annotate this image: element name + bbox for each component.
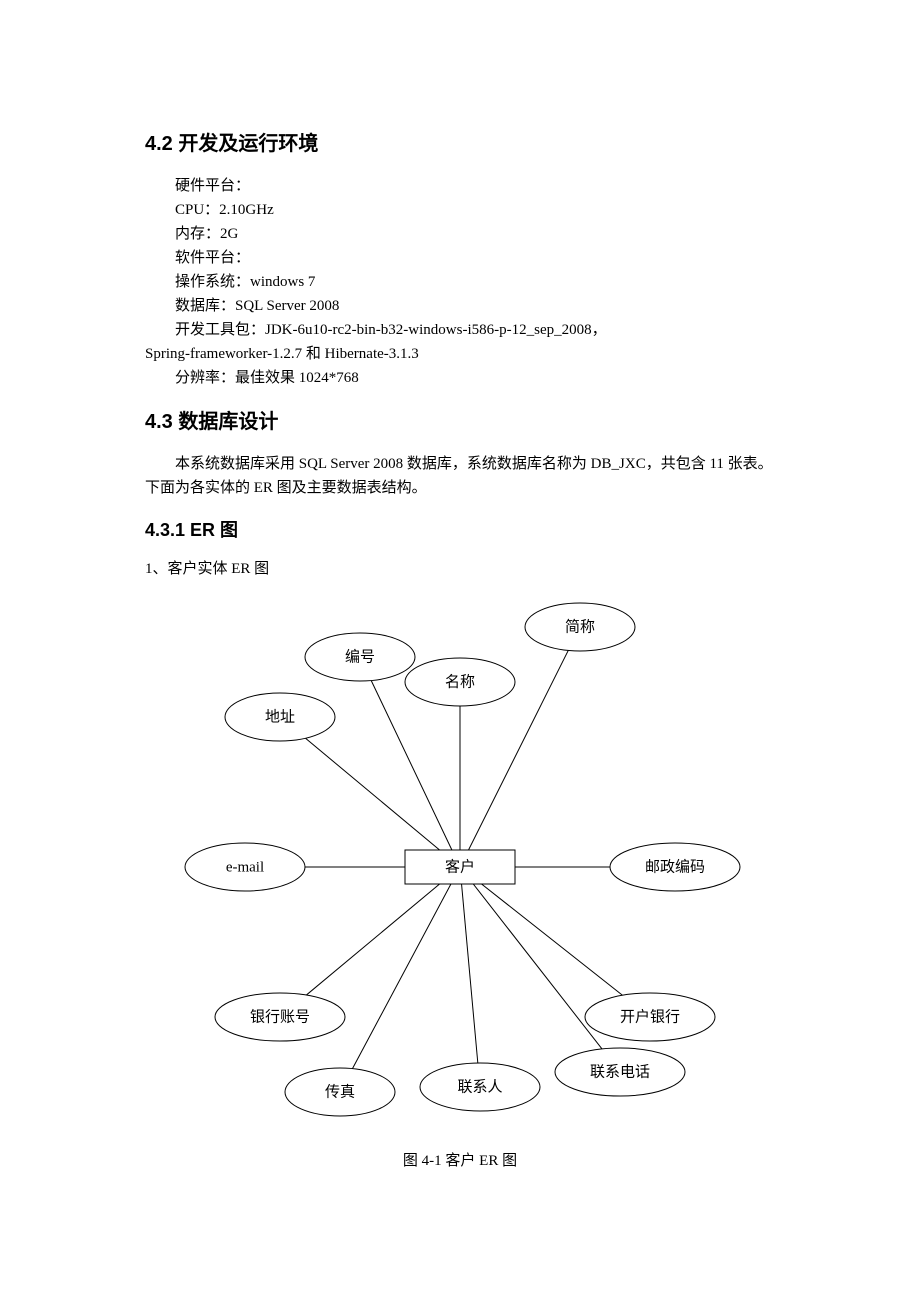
svg-text:联系人: 联系人 [457,1078,502,1095]
svg-text:名称: 名称 [445,673,475,690]
customer-er-diagram: 客户 简称编号名称地址 e-mail 邮政编码银行账号 开户银行传真 联系人 联系电话 [150,587,770,1147]
env-line-5: 数据库：SQL Server 2008 [145,294,775,318]
svg-text:开户银行: 开户银行 [620,1008,680,1025]
er-list-item-1: 1、客户实体 ER 图 [145,557,775,581]
env-line-last: 分辨率：最佳效果 1024*768 [145,366,775,390]
env-line-2: 内存：2G [145,222,775,246]
svg-text:客户: 客户 [445,858,475,875]
svg-text:邮政编码: 邮政编码 [645,858,705,875]
svg-text:联系电话: 联系电话 [590,1063,650,1080]
heading-4-3-1: 4.3.1 ER 图 [145,516,775,545]
env-line-3: 软件平台： [145,246,775,270]
svg-text:编号: 编号 [345,648,375,665]
er-diagram-caption: 图 4-1 客户 ER 图 [145,1149,775,1173]
env-line-wrap: Spring-frameworker-1.2.7 和 Hibernate-3.1… [145,342,775,366]
env-line-0: 硬件平台： [145,174,775,198]
er-diagram-container: 客户 简称编号名称地址 e-mail 邮政编码银行账号 开户银行传真 联系人 联系电话 图 … [145,587,775,1173]
heading-4-3: 4.3 数据库设计 [145,406,775,438]
env-line-4: 操作系统：windows 7 [145,270,775,294]
svg-text:简称: 简称 [565,618,595,635]
env-line-6: 开发工具包：JDK-6u10-rc2-bin-b32-windows-i586-… [145,318,775,342]
env-line-1: CPU：2.10GHz [145,198,775,222]
svg-text:银行账号: 银行账号 [250,1008,310,1025]
db-design-para: 本系统数据库采用 SQL Server 2008 数据库，系统数据库名称为 DB… [145,452,775,500]
svg-text:传真: 传真 [325,1082,355,1100]
heading-4-2: 4.2 开发及运行环境 [145,128,775,160]
svg-text:地址: 地址 [265,708,295,725]
svg-text:e-mail: e-mail [226,859,264,875]
